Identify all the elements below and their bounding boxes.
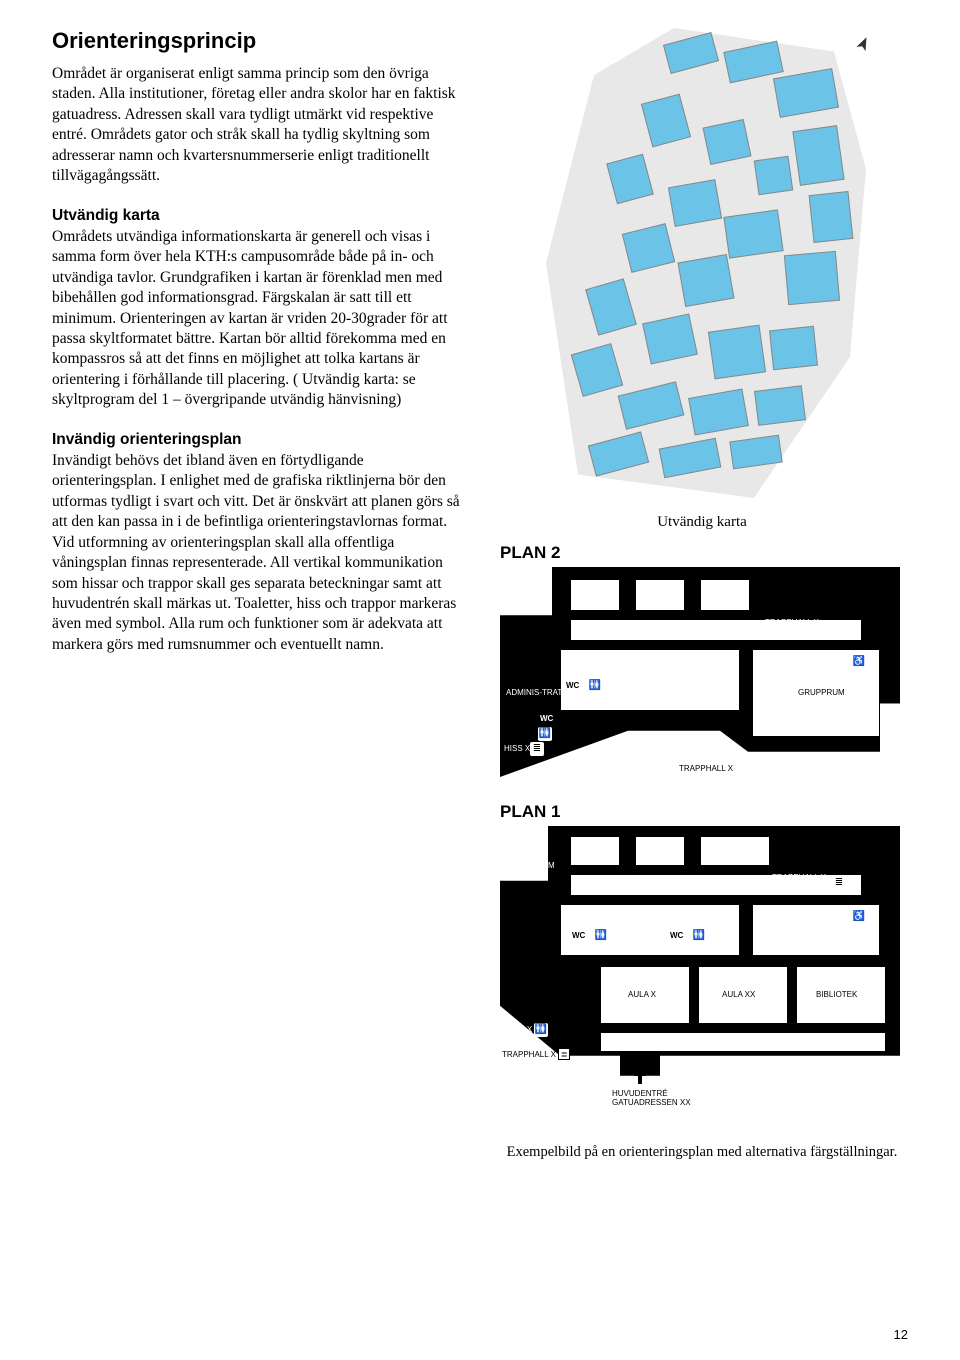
wc-icon: 🚻 [692,929,706,943]
trapphall-label: TRAPPHALL X ≣ [502,1048,910,1060]
wc-icon: 🚻 [534,1023,548,1037]
accessible-icon: ♿ [852,910,866,924]
heading-invandig: Invändig orienteringsplan [52,431,472,449]
stairs-icon: ≣ [832,876,846,890]
entry-label: HUVUDENTRÉ GATUADRESSEN XX [612,1089,960,1107]
stairs-icon: ≣ [530,742,544,756]
floorplan-1: SAL 1331 SAL 1333 SAL 1335 GRUPPRUM SAL … [500,826,900,1076]
heading-utvandig: Utvändig karta [52,207,472,225]
entry-arrow [630,1066,960,1089]
left-column: Orienteringsprincip Området är organiser… [52,28,472,1162]
paragraph-utvandig: Områdets utvändiga informationskarta är … [52,227,472,411]
accessible-icon: ♿ [852,655,866,669]
campus-map [516,28,896,508]
right-column: Utvändig karta PLAN 2 SAL 2331 SAL 2333 … [496,28,908,1162]
floorplan-wrap: PLAN 2 SAL 2331 SAL 2333 SAL 2335 SAL 23… [500,543,908,1129]
compass-icon [846,34,876,64]
plan2-label: PLAN 2 [500,543,908,563]
floorplan-2: SAL 2331 SAL 2333 SAL 2335 SAL 2332 SAL … [500,567,900,777]
wc-icon: 🚻 [594,929,608,943]
wc-icon: 🚻 [538,727,552,741]
paragraph-invandig: Invändigt behövs det ibland även en fört… [52,451,472,656]
plan1-label: PLAN 1 [500,802,908,822]
page-title: Orienteringsprincip [52,28,472,54]
paragraph-intro: Området är organiserat enligt samma prin… [52,64,472,187]
page-number: 12 [894,1327,908,1342]
example-caption: Exempelbild på en orienteringsplan med a… [496,1143,908,1163]
map-caption: Utvändig karta [496,514,908,531]
wc-icon: 🚻 [588,679,602,693]
